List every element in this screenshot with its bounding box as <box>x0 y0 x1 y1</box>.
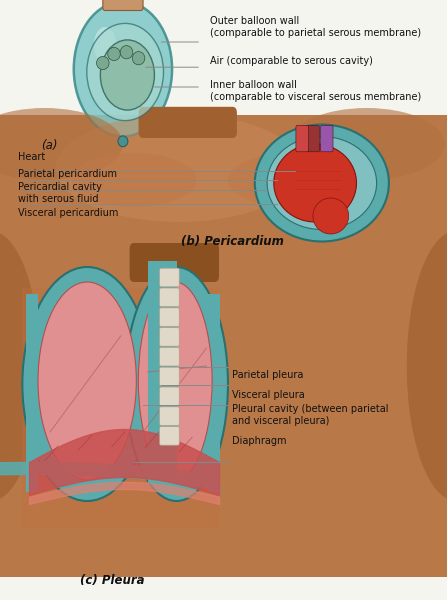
Ellipse shape <box>120 46 133 59</box>
Ellipse shape <box>132 52 145 65</box>
Ellipse shape <box>267 136 376 230</box>
FancyBboxPatch shape <box>160 427 179 445</box>
Text: (c) Pleura: (c) Pleura <box>80 574 144 587</box>
Text: Diaphragm: Diaphragm <box>232 436 287 446</box>
Text: Air (comparable to serous cavity): Air (comparable to serous cavity) <box>210 56 373 66</box>
Ellipse shape <box>139 282 212 480</box>
Ellipse shape <box>56 114 302 222</box>
FancyBboxPatch shape <box>307 125 320 152</box>
FancyBboxPatch shape <box>160 367 179 386</box>
Ellipse shape <box>72 153 197 207</box>
Bar <box>26 294 38 492</box>
FancyBboxPatch shape <box>139 107 237 138</box>
Text: Heart: Heart <box>18 152 45 162</box>
Bar <box>148 261 177 483</box>
Ellipse shape <box>108 47 120 61</box>
Text: Outer balloon wall
(comparable to parietal serous membrane): Outer balloon wall (comparable to pariet… <box>210 16 421 38</box>
Text: Visceral pericardium: Visceral pericardium <box>18 208 118 218</box>
Ellipse shape <box>101 40 155 110</box>
Ellipse shape <box>22 267 152 501</box>
FancyBboxPatch shape <box>160 308 179 326</box>
Ellipse shape <box>87 23 164 121</box>
Text: (a): (a) <box>41 139 57 152</box>
Text: Parietal pleura: Parietal pleura <box>232 370 304 380</box>
FancyBboxPatch shape <box>296 125 308 152</box>
FancyBboxPatch shape <box>160 268 179 287</box>
Text: (b) Pericardium: (b) Pericardium <box>181 235 284 248</box>
Text: Parietal pericardium: Parietal pericardium <box>18 169 117 179</box>
Ellipse shape <box>74 1 172 136</box>
Text: Inner balloon wall
(comparable to visceral serous membrane): Inner balloon wall (comparable to viscer… <box>210 80 422 103</box>
Ellipse shape <box>0 108 123 180</box>
Ellipse shape <box>94 27 116 63</box>
FancyBboxPatch shape <box>160 387 179 406</box>
Bar <box>22 288 219 528</box>
Ellipse shape <box>118 136 128 146</box>
Text: Pleural cavity (between parietal
and visceral pleura): Pleural cavity (between parietal and vis… <box>232 404 389 427</box>
FancyBboxPatch shape <box>130 243 219 282</box>
Text: Visceral pleura: Visceral pleura <box>232 390 305 400</box>
Bar <box>0 115 447 241</box>
FancyBboxPatch shape <box>160 407 179 425</box>
Ellipse shape <box>38 282 136 480</box>
Ellipse shape <box>125 267 228 501</box>
Ellipse shape <box>97 56 109 70</box>
FancyBboxPatch shape <box>160 288 179 307</box>
Ellipse shape <box>407 231 447 501</box>
Ellipse shape <box>288 108 445 180</box>
Ellipse shape <box>228 153 353 207</box>
Ellipse shape <box>0 231 40 501</box>
FancyBboxPatch shape <box>103 0 143 10</box>
FancyBboxPatch shape <box>160 328 179 346</box>
Text: Pericardial cavity
with serous fluid: Pericardial cavity with serous fluid <box>18 182 102 205</box>
Bar <box>0 241 447 577</box>
Ellipse shape <box>313 198 349 234</box>
Ellipse shape <box>255 125 389 242</box>
Bar <box>208 294 220 492</box>
FancyBboxPatch shape <box>160 347 179 366</box>
FancyBboxPatch shape <box>320 125 333 152</box>
Ellipse shape <box>274 144 357 222</box>
